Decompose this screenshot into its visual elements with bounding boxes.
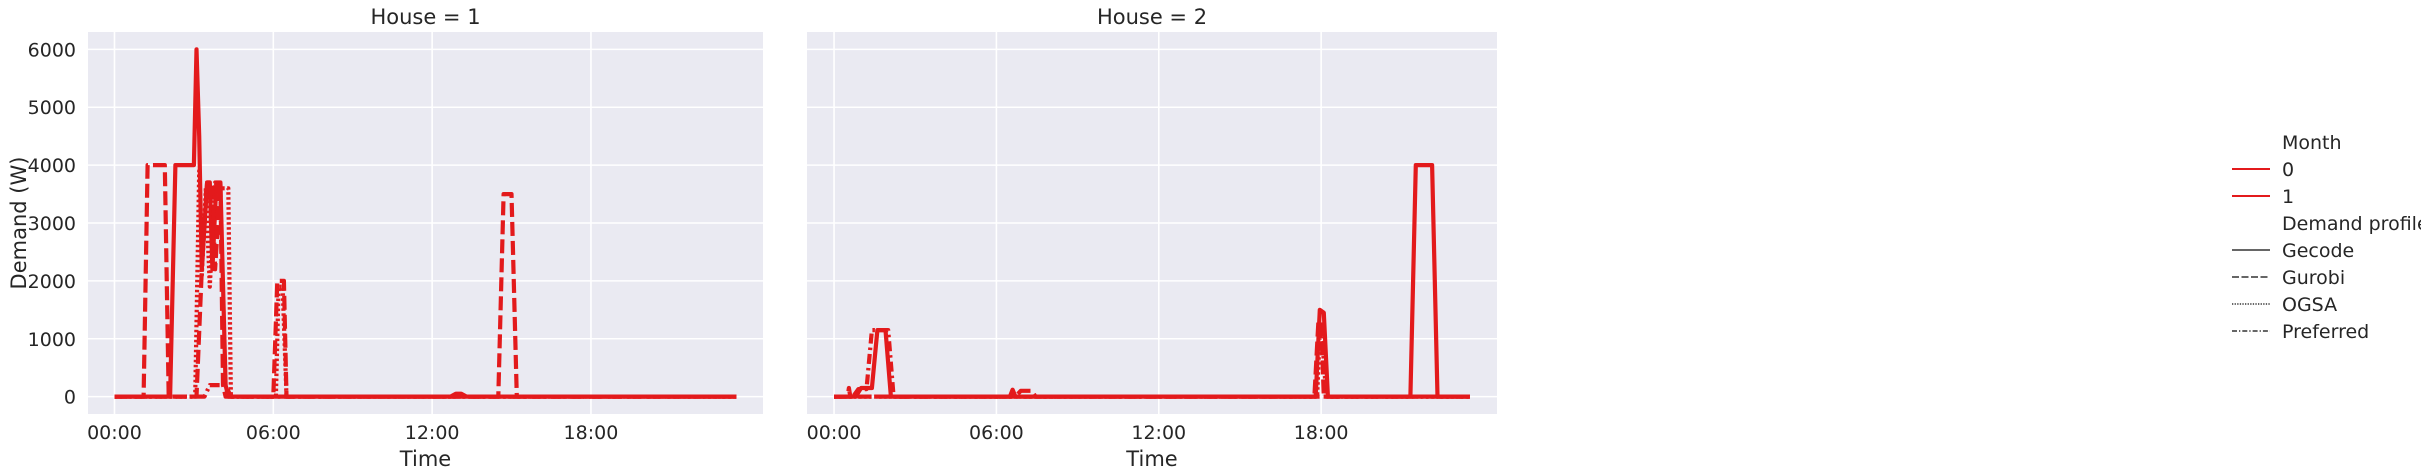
y-tick-label: 6000	[28, 39, 76, 61]
panel-title: House = 1	[370, 5, 480, 29]
panel-title: House = 2	[1097, 5, 1207, 29]
legend-hue-label: 0	[2282, 159, 2294, 181]
x-axis-label: Time	[1125, 447, 1177, 471]
y-tick-label: 5000	[28, 97, 76, 119]
legend-style-label: Preferred	[2282, 321, 2369, 343]
legend: Month 0 1 Demand profile Gecode Gurobi OGSA Pre…	[2232, 132, 2421, 343]
y-tick-label: 3000	[28, 213, 76, 235]
facet-panel-2: House = 2 00:00 06:00 12:00 18:00 Time	[807, 5, 1497, 471]
x-tick-label: 18:00	[564, 422, 619, 444]
legend-style-label: OGSA	[2282, 294, 2337, 316]
legend-style-label: Gurobi	[2282, 267, 2345, 289]
x-tick-label: 00:00	[87, 422, 142, 444]
x-tick-label: 18:00	[1294, 422, 1349, 444]
x-tick-label: 06:00	[246, 422, 301, 444]
y-tick-label: 0	[64, 387, 76, 409]
x-tick-label: 12:00	[405, 422, 460, 444]
y-axis-label: Demand (W)	[7, 157, 31, 290]
series-line-preferred	[834, 328, 1470, 399]
legend-style-title: Demand profile	[2282, 213, 2421, 235]
x-axis-label: Time	[399, 447, 451, 471]
series-line-gurobi	[114, 163, 737, 399]
facet-panel-1: House = 1 00:00 06:00 12:00 18:00 Time 0 1000 20…	[7, 5, 763, 471]
x-tick-label: 12:00	[1131, 422, 1186, 444]
y-tick-label: 1000	[28, 329, 76, 351]
y-tick-label: 4000	[28, 155, 76, 177]
x-tick-label: 06:00	[969, 422, 1024, 444]
y-tick-label: 2000	[28, 271, 76, 293]
legend-hue-title: Month	[2282, 132, 2342, 154]
legend-hue-label: 1	[2282, 186, 2294, 208]
series-line-ogsa	[114, 168, 737, 399]
legend-style-label: Gecode	[2282, 240, 2354, 262]
series-line-gecode	[114, 47, 737, 399]
series-line-preferred	[114, 383, 737, 399]
x-tick-label: 00:00	[807, 422, 862, 444]
series-line-gurobi	[834, 319, 1470, 399]
